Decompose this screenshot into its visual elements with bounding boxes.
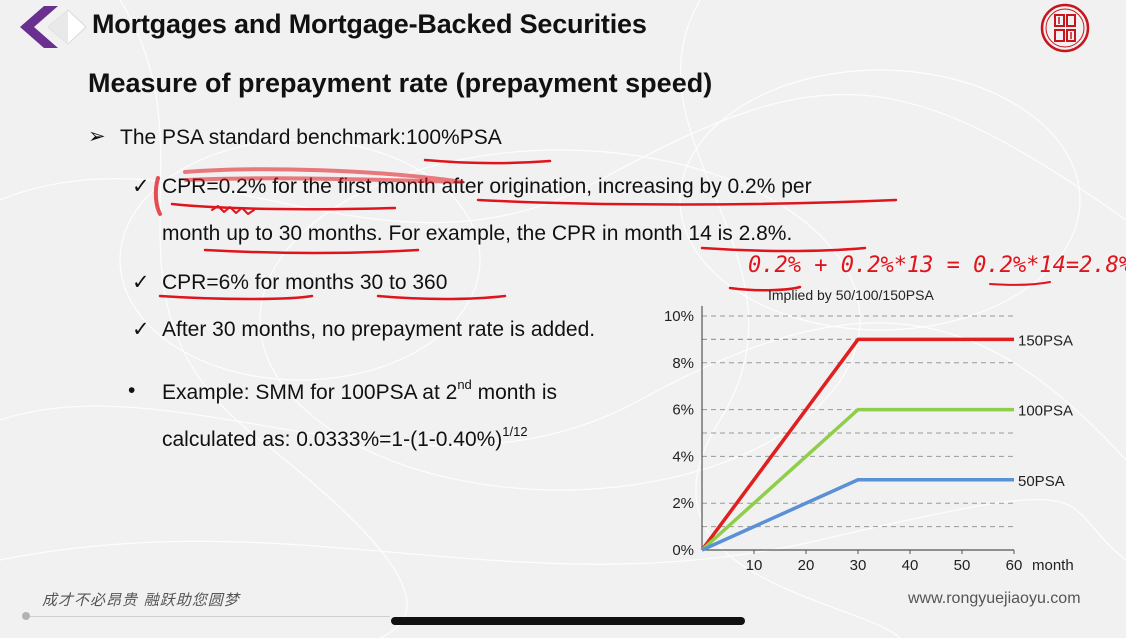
- footer-slogan: 成才不必昂贵 融跃助您圆梦: [42, 591, 240, 609]
- y-tick-label: 6%: [672, 402, 694, 419]
- y-tick-label: 8%: [672, 355, 694, 372]
- bullet-after-30-months: After 30 months, no prepayment rate is a…: [162, 318, 596, 341]
- example-smm-line1: Example: SMM for 100PSA at 2nd month is: [162, 377, 557, 404]
- x-tick-label: 40: [902, 557, 919, 574]
- x-tick-label: 20: [798, 557, 815, 574]
- chart-axes: [701, 306, 1015, 554]
- example-smm-line2: calculated as: 0.0333%=1-(1-0.40%)1/12: [162, 424, 528, 451]
- series-label-100psa: 100PSA: [1018, 403, 1073, 420]
- home-indicator-bar[interactable]: [391, 617, 745, 625]
- bullet-cpr-first-month-line2: month up to 30 months. For example, the …: [162, 222, 793, 245]
- y-tick-label: 4%: [672, 448, 694, 465]
- series-label-150psa: 150PSA: [1018, 332, 1073, 349]
- x-tick-label: 60: [1006, 557, 1023, 574]
- footer-website: www.rongyuejiaoyu.com: [908, 590, 1081, 607]
- x-tick-label: 10: [746, 557, 763, 574]
- psa-chart: 0% 2% 4% 6% 8% 10% 10 20 30 40 50 60 month Implied by…: [664, 287, 1074, 574]
- chart-series: [700, 337, 1014, 552]
- x-tick-label: 30: [850, 557, 867, 574]
- chart-title: Implied by 50/100/150PSA: [768, 287, 934, 303]
- x-tick-label: 50: [954, 557, 971, 574]
- bullet-cpr-first-month-line1: CPR=0.2% for the first month after origi…: [162, 175, 812, 198]
- video-progress-track[interactable]: [30, 616, 390, 617]
- series-line-50psa: [701, 478, 1014, 552]
- slide-title: Mortgages and Mortgage-Backed Securities: [92, 9, 647, 39]
- bullet-cpr-6-percent: CPR=6% for months 30 to 360: [162, 271, 448, 294]
- chart-grid: [702, 315, 1014, 528]
- y-tick-label: 0%: [672, 542, 694, 559]
- check-bullet-icon: ✓: [132, 318, 150, 341]
- x-axis-label: month: [1032, 557, 1074, 574]
- arrow-bullet-icon: ➢: [88, 125, 106, 148]
- series-line-150psa: [700, 337, 1014, 552]
- check-bullet-icon: ✓: [132, 175, 150, 198]
- dot-bullet-icon: •: [128, 379, 136, 402]
- chart-labels: 0% 2% 4% 6% 8% 10% 10 20 30 40 50 60 month Implied by…: [664, 287, 1074, 574]
- purple-diamond-logo-icon: [20, 6, 87, 48]
- bullet-psa-benchmark: The PSA standard benchmark:100%PSA: [120, 126, 502, 149]
- series-line-100psa: [700, 407, 1014, 552]
- slide-subtitle: Measure of prepayment rate (prepayment s…: [88, 68, 713, 98]
- video-progress-handle[interactable]: [22, 612, 30, 620]
- series-label-50psa: 50PSA: [1018, 473, 1065, 490]
- y-tick-label: 2%: [672, 495, 694, 512]
- y-tick-label: 10%: [664, 308, 694, 325]
- red-seal-icon: [1040, 3, 1090, 53]
- check-bullet-icon: ✓: [132, 271, 150, 294]
